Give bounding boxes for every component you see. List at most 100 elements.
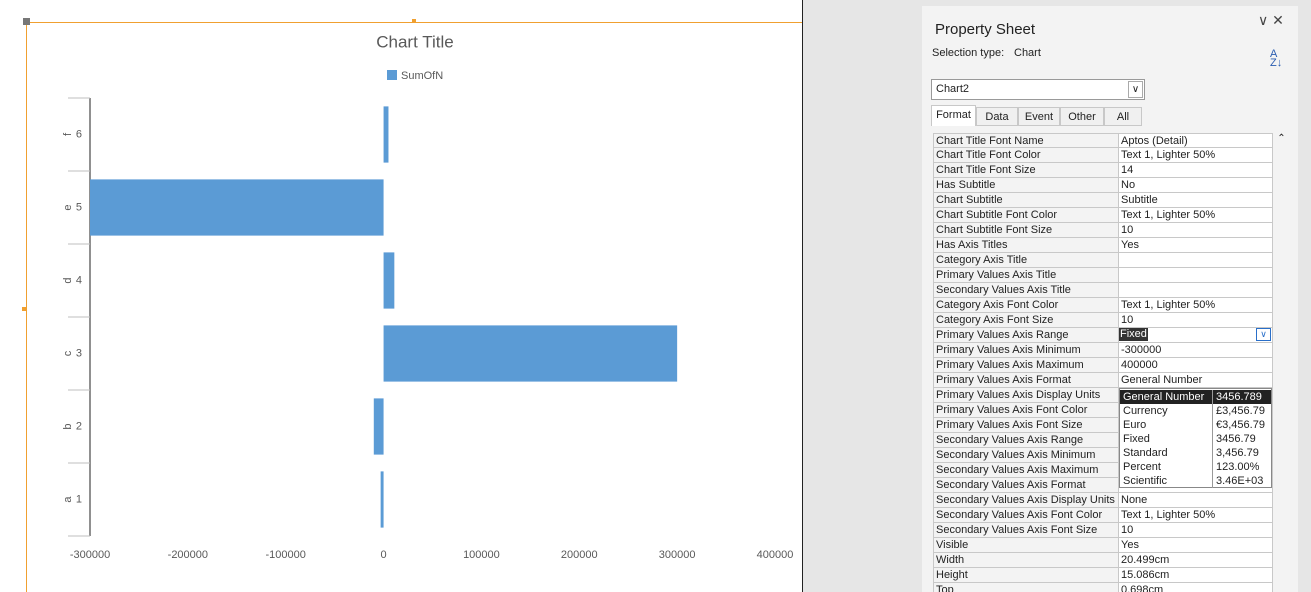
format-option[interactable]: Currency £3,456.79 [1120, 404, 1271, 418]
resize-handle[interactable] [23, 18, 30, 25]
property-value[interactable]: 15.086cm [1118, 568, 1273, 583]
object-combo[interactable]: Chart2 ∨ [931, 79, 1145, 100]
property-name: Primary Values Axis Minimum [933, 343, 1119, 358]
option-name: Fixed [1123, 433, 1150, 445]
y-group-label: a [62, 496, 74, 503]
bar [373, 398, 384, 455]
property-name: Secondary Values Axis Minimum [933, 448, 1119, 463]
y-tick-label: 5 [76, 201, 82, 213]
property-name: Secondary Values Axis Font Size [933, 523, 1119, 538]
property-value[interactable] [1118, 283, 1273, 298]
property-value[interactable]: Text 1, Lighter 50% [1118, 508, 1273, 523]
property-value[interactable]: General Number [1118, 373, 1273, 388]
x-tick-label: -200000 [168, 549, 208, 561]
property-name: Width [933, 553, 1119, 568]
property-value[interactable]: Fixed ∨ [1118, 328, 1273, 343]
property-name: Secondary Values Axis Range [933, 433, 1119, 448]
y-group-label: f [62, 132, 74, 136]
y-tick-label: 3 [76, 347, 82, 359]
property-name: Primary Values Axis Font Size [933, 418, 1119, 433]
property-value[interactable]: 400000 [1118, 358, 1273, 373]
option-name: Scientific [1123, 475, 1168, 487]
property-value[interactable]: 20.499cm [1118, 553, 1273, 568]
property-name: Primary Values Axis Maximum [933, 358, 1119, 373]
property-value[interactable]: 0.698cm [1118, 583, 1273, 592]
property-value[interactable]: -300000 [1118, 343, 1273, 358]
option-example: €3,456.79 [1212, 418, 1265, 432]
tab[interactable]: Other [1060, 107, 1104, 126]
property-value[interactable]: Text 1, Lighter 50% [1118, 298, 1273, 313]
x-tick-label: 100000 [463, 549, 500, 561]
tab[interactable]: Data [976, 107, 1018, 126]
property-value[interactable]: 10 [1118, 313, 1273, 328]
property-name: Top [933, 583, 1119, 592]
selection-type-label: Selection type: [932, 47, 1005, 59]
combo-arrow[interactable]: ∨ [1128, 81, 1143, 98]
bar [383, 106, 389, 163]
property-name: Chart Title Font Size [933, 163, 1119, 178]
property-value[interactable]: Subtitle [1118, 193, 1273, 208]
format-option[interactable]: Scientific 3.46E+03 [1120, 474, 1271, 488]
option-example: 123.00% [1212, 460, 1259, 474]
property-value[interactable]: Text 1, Lighter 50% [1118, 208, 1273, 223]
bar [380, 471, 384, 528]
x-tick-label: -100000 [266, 549, 306, 561]
y-group-label: d [62, 277, 74, 283]
tab[interactable]: All [1104, 107, 1142, 126]
property-value[interactable]: 10 [1118, 523, 1273, 538]
format-option[interactable]: Standard 3,456.79 [1120, 446, 1271, 460]
property-value[interactable]: No [1118, 178, 1273, 193]
bar [383, 325, 678, 382]
y-group-label: c [62, 350, 74, 356]
legend-swatch [387, 70, 397, 80]
property-name: Chart Subtitle Font Size [933, 223, 1119, 238]
y-group-label: e [62, 204, 74, 210]
format-option[interactable]: Fixed 3456.79 [1120, 432, 1271, 446]
property-value[interactable]: Aptos (Detail) [1118, 133, 1273, 148]
sort-button[interactable]: A Z↓ [1270, 48, 1283, 69]
option-name: Euro [1123, 419, 1147, 431]
property-value[interactable]: Yes [1118, 238, 1273, 253]
option-example: 3456.79 [1212, 432, 1256, 446]
property-name: Chart Title Font Color [933, 148, 1119, 163]
property-value[interactable]: Yes [1118, 538, 1273, 553]
property-name: Primary Values Axis Font Color [933, 403, 1119, 418]
property-sheet: Property Sheet ∨ ✕ Selection type: Chart… [922, 6, 1298, 592]
property-name: Category Axis Title [933, 253, 1119, 268]
property-value[interactable]: None [1118, 493, 1273, 508]
option-example: 3456.789 [1212, 390, 1262, 404]
x-tick-label: 200000 [561, 549, 598, 561]
tab[interactable]: Format [931, 105, 976, 126]
property-value[interactable]: Text 1, Lighter 50% [1118, 148, 1273, 163]
property-name: Height [933, 568, 1119, 583]
property-value[interactable] [1118, 253, 1273, 268]
property-value[interactable]: 14 [1118, 163, 1273, 178]
property-name: Has Subtitle [933, 178, 1119, 193]
property-name: Has Axis Titles [933, 238, 1119, 253]
format-dropdown: General Number 3456.789 Currency £3,456.79 E… [1119, 388, 1272, 488]
scrollbar[interactable]: ⌃ [1273, 133, 1290, 592]
collapse-button[interactable]: ∨ ✕ [1258, 12, 1284, 28]
selected-value: Fixed [1119, 328, 1148, 341]
resize-handle[interactable] [22, 307, 26, 311]
property-name: Chart Subtitle [933, 193, 1119, 208]
y-tick-label: 1 [76, 493, 82, 505]
resize-handle[interactable] [412, 19, 416, 23]
y-tick-label: 2 [76, 420, 82, 432]
property-value[interactable] [1118, 268, 1273, 283]
dropdown-arrow[interactable]: ∨ [1256, 328, 1271, 341]
tab[interactable]: Event [1018, 107, 1060, 126]
y-tick-label: 4 [76, 274, 82, 286]
property-value[interactable]: 10 [1118, 223, 1273, 238]
option-example: 3.46E+03 [1212, 474, 1263, 488]
bar [383, 252, 395, 309]
property-name: Secondary Values Axis Title [933, 283, 1119, 298]
object-name: Chart2 [936, 83, 970, 95]
format-option[interactable]: Percent 123.00% [1120, 460, 1271, 474]
format-option[interactable]: Euro €3,456.79 [1120, 418, 1271, 432]
panel-title: Property Sheet [935, 21, 1036, 38]
format-option[interactable]: General Number 3456.789 [1120, 390, 1271, 404]
property-name: Secondary Values Axis Format [933, 478, 1119, 493]
